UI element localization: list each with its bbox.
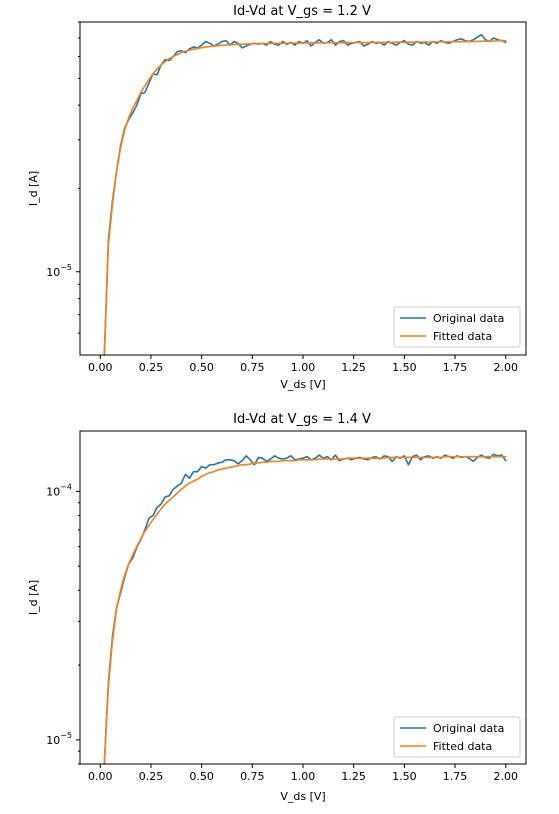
x-tick-label: 1.50: [392, 770, 417, 783]
y-tick-exponent: −5: [60, 263, 72, 272]
legend-box: [393, 716, 521, 758]
x-tick-label: 0.00: [88, 770, 113, 783]
series-line-fitted: [103, 455, 507, 765]
series-group: [103, 453, 507, 765]
chart-panel-1: Id-Vd at V_gs = 1.2 V 0.00 0.25 0.50 0.75 1.…: [27, 4, 527, 391]
legend-label-original: Original data: [433, 312, 504, 325]
x-tick-label: 0.25: [139, 361, 164, 374]
chart-panel-2: Id-Vd at V_gs = 1.4 V 0.00 0.25 0.50 0.75 1.…: [27, 412, 527, 803]
y-tick-base: 10: [46, 485, 60, 498]
x-tick-label: 1.25: [341, 361, 366, 374]
x-tick-label: 1.25: [341, 770, 366, 783]
x-tick-label: 0.25: [139, 770, 164, 783]
x-tick-label: 0.75: [240, 770, 265, 783]
plot-area: [80, 22, 526, 355]
x-tick-label: 2.00: [493, 361, 518, 374]
y-tick-base: 10: [46, 734, 60, 747]
legend-label-fitted: Fitted data: [433, 740, 492, 753]
series-line-fitted: [103, 39, 507, 356]
plot-frame: [79, 430, 527, 765]
x-tick-label: 1.75: [443, 361, 468, 374]
x-tick-label: 1.50: [392, 361, 417, 374]
y-tick-exponent: −5: [60, 731, 72, 740]
x-axis-label: V_ds [V]: [280, 790, 325, 803]
x-tick-label: 0.50: [189, 770, 214, 783]
legend-label-fitted: Fitted data: [433, 330, 492, 343]
x-tick-label: 1.00: [291, 770, 316, 783]
series-group: [103, 33, 507, 356]
plot-frame: [79, 21, 527, 356]
x-tick-label: 2.00: [493, 770, 518, 783]
x-axis-label: V_ds [V]: [280, 378, 325, 391]
legend: Original data Fitted data: [393, 716, 521, 758]
chart-title: Id-Vd at V_gs = 1.2 V: [233, 4, 371, 19]
y-tick-label: 10−5: [46, 731, 72, 747]
legend-box: [393, 306, 521, 348]
axes: 0.00 0.25 0.50 0.75 1.00 1.25 1.50 1.75 2.0010−5…: [46, 482, 518, 783]
y-tick-label: 10−5: [46, 263, 72, 279]
x-tick-label: 0.00: [88, 361, 113, 374]
y-axis-label: I_d [A]: [27, 171, 40, 206]
legend: Original data Fitted data: [393, 306, 521, 348]
legend-label-original: Original data: [433, 722, 504, 735]
y-tick-base: 10: [46, 266, 60, 279]
x-tick-label: 0.75: [240, 361, 265, 374]
plot-area: [80, 431, 526, 764]
x-tick-label: 0.50: [189, 361, 214, 374]
chart-title: Id-Vd at V_gs = 1.4 V: [233, 412, 371, 427]
x-tick-label: 1.75: [443, 770, 468, 783]
y-tick-label: 10−4: [46, 482, 72, 498]
axes: 0.00 0.25 0.50 0.75 1.00 1.25 1.50 1.75 2.00 10−5: [46, 21, 518, 374]
y-tick-exponent: −4: [60, 482, 72, 491]
y-axis-label: I_d [A]: [27, 580, 40, 615]
x-tick-label: 1.00: [291, 361, 316, 374]
